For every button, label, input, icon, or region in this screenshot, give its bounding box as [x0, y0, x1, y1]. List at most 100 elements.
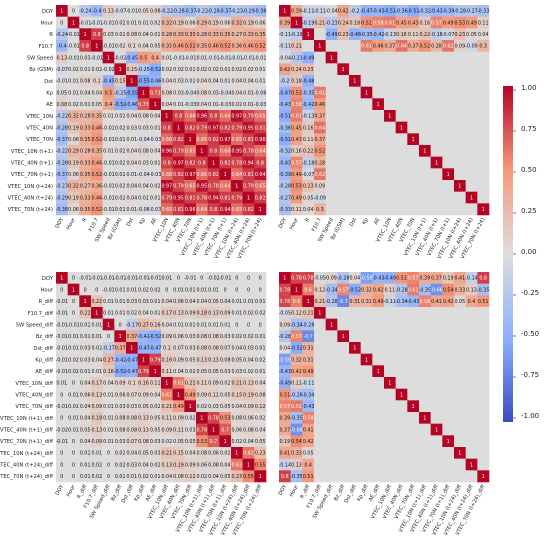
heatmap-cell [79, 5, 92, 17]
heatmap-cell [254, 28, 267, 41]
heatmap-cell-value: 0.1 [128, 381, 136, 387]
heatmap-cell [325, 412, 338, 424]
heatmap-cell [454, 121, 466, 134]
heatmap-cell-value: 0.8 [198, 160, 206, 166]
heatmap-cell [254, 40, 267, 52]
heatmap-cell [325, 307, 338, 319]
heatmap-cell [242, 307, 255, 319]
heatmap-cell-value: 0.04 [185, 451, 196, 457]
heatmap-cell-value: 0.33 [80, 125, 91, 131]
heatmap-cell [207, 203, 220, 216]
heatmap-cell-value: 0.13 [91, 427, 102, 433]
heatmap-cell-value: 0.78 [303, 276, 314, 282]
heatmap-cell-value: 0.61 [384, 20, 395, 26]
heatmap-cell-value: 0.13 [161, 462, 172, 468]
heatmap-cell-value: 0.35 [161, 44, 172, 50]
heatmap-cell [137, 353, 150, 366]
heatmap-cell [254, 377, 267, 389]
heatmap-cell [207, 133, 220, 146]
heatmap-cell [395, 365, 408, 378]
heatmap-cell-value: 0.06 [68, 137, 79, 143]
heatmap-cell-value: 0.82 [220, 125, 231, 131]
heatmap-cell-value: 0.08 [138, 114, 149, 120]
heatmap-cell-value: 1 [447, 172, 450, 178]
heatmap-cell-value: 0.52 [185, 44, 196, 50]
heatmap-cell [137, 51, 150, 64]
heatmap-cell [360, 283, 373, 296]
heatmap-cell-value: -0.28 [56, 160, 68, 166]
heatmap-cell-value: 0 [72, 439, 75, 445]
heatmap-cell-value: 0.04 [80, 439, 91, 445]
heatmap-cell [79, 168, 92, 181]
heatmap-cell-value: -0.29 [56, 195, 68, 201]
heatmap-cell [454, 318, 466, 331]
heatmap-cell [290, 133, 303, 146]
heatmap-cell [137, 330, 150, 343]
heatmap-cell-value: 0.79 [173, 149, 184, 155]
heatmap-cell-value: -0.48 [302, 79, 314, 85]
heatmap-cell [442, 295, 455, 308]
heatmap-cell-value: 0.02 [115, 125, 126, 131]
heatmap-cell-value: -0.28 [454, 9, 466, 15]
heatmap-cell [196, 365, 208, 378]
heatmap-cell [79, 75, 92, 87]
heatmap-cell-value: 0.09 [326, 276, 337, 282]
heatmap-cell-value: -0.37 [56, 172, 68, 178]
heatmap-cell [395, 98, 408, 111]
heatmap-cell [430, 51, 443, 64]
heatmap-cell [337, 75, 350, 87]
heatmap-cell-value: 1 [200, 416, 203, 422]
heatmap-cell [372, 156, 385, 169]
heatmap-cell-value: -0.37 [219, 9, 231, 15]
heatmap-cell [242, 86, 255, 99]
heatmap-cell [114, 86, 127, 99]
heatmap-cell-value: 0.78 [279, 287, 290, 293]
heatmap-cell [79, 353, 92, 366]
heatmap-cell [430, 28, 443, 41]
heatmap-cell [419, 458, 431, 471]
heatmap-cell [419, 133, 431, 146]
heatmap-cell [79, 365, 92, 378]
heatmap-cell [219, 133, 232, 146]
heatmap-cell [102, 435, 115, 448]
heatmap-cell [196, 295, 208, 308]
heatmap-cell [465, 98, 478, 111]
heatmap-cell-value: 0.01 [126, 474, 137, 480]
heatmap-cell-value: 0.81 [255, 125, 266, 131]
heatmap-cell-value: 0.11 [291, 381, 302, 387]
heatmap-cell [219, 75, 232, 87]
heatmap-cell [56, 63, 68, 76]
heatmap-cell [279, 423, 291, 436]
heatmap-cell [161, 318, 173, 331]
heatmap-cell-value: 0.01 [196, 55, 207, 61]
heatmap-cell-value: 0.42 [373, 287, 384, 293]
heatmap-cell-value: -0.49 [384, 276, 396, 282]
heatmap-cell [279, 365, 291, 378]
heatmap-cell-value: 0.01 [150, 474, 161, 480]
heatmap-cell-value: 0.55 [255, 462, 266, 468]
heatmap-cell-value: -0.04 [279, 55, 291, 61]
heatmap-cell [231, 191, 243, 204]
heatmap-cell [349, 28, 361, 41]
heatmap-cell-value: 0.66 [161, 172, 172, 178]
heatmap-cell-value: 0 [247, 276, 250, 282]
heatmap-cell-value: 1 [107, 322, 110, 328]
heatmap-y-tick-label: VTEC_40N_diff [15, 393, 53, 399]
heatmap-cell-value: 0.64 [255, 149, 266, 155]
heatmap-cell-value: 0.05 [138, 9, 149, 15]
heatmap-cell-value: 0.07 [126, 392, 137, 398]
heatmap-cell [290, 121, 303, 134]
heatmap-cell-value: 0.04 [138, 462, 149, 468]
heatmap-cell [161, 98, 173, 111]
heatmap-cell-value: -0.29 [242, 9, 254, 15]
heatmap-cell [384, 365, 396, 378]
heatmap-cell-value: -0.23 [290, 55, 302, 61]
heatmap-cell [349, 295, 361, 308]
heatmap-cell-value: 0.08 [56, 102, 67, 108]
heatmap-cell [149, 283, 162, 296]
heatmap-cell [67, 75, 80, 87]
heatmap-cell [454, 28, 466, 41]
heatmap-cell [137, 191, 150, 204]
heatmap-cell-value: -0.59 [279, 357, 291, 363]
heatmap-cell [349, 145, 361, 157]
